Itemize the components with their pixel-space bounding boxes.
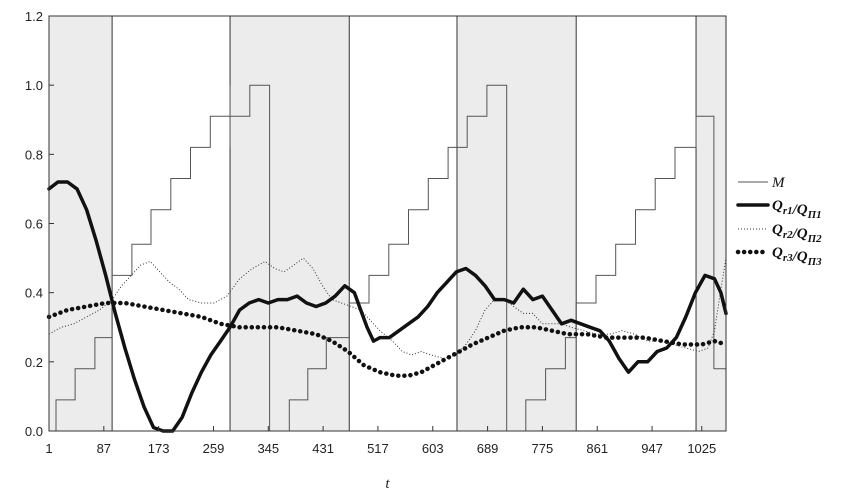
- legend-item-m: M: [738, 175, 786, 191]
- y-tick-label: 0.6: [25, 217, 43, 232]
- shaded-region-2: [230, 16, 350, 431]
- series-lines: [46, 84, 729, 433]
- y-tick-label: 1.2: [25, 9, 43, 24]
- y-tick-label: 0.8: [25, 147, 43, 162]
- x-tick-label: 173: [148, 441, 170, 456]
- x-tick-label: 1: [45, 441, 52, 456]
- shaded-region-1: [49, 16, 113, 431]
- x-tick-label: 431: [312, 441, 334, 456]
- x-tick-label: 861: [586, 441, 608, 456]
- legend-item-qr3: Qr3/QΠ3: [735, 245, 822, 268]
- legend-item-qr1: Qr1/QΠ1: [736, 198, 822, 221]
- x-tick-label: 1025: [687, 441, 716, 456]
- qr2-series: [48, 257, 727, 359]
- legend-label: Qr3/QΠ3: [772, 245, 822, 268]
- shaded-region-4: [696, 16, 726, 431]
- x-tick-label: 775: [532, 441, 554, 456]
- qr3-series: [46, 300, 729, 378]
- legend-label: Qr1/QΠ1: [772, 198, 822, 221]
- y-tick-label: 0.2: [25, 355, 43, 370]
- legend-label: Qr2/QΠ2: [772, 222, 822, 245]
- axis-ticks: 1 87 173 259 345 431 517 603 689 775 861 947 1025 0.0…: [25, 9, 716, 456]
- x-axis-label: t: [385, 476, 390, 492]
- y-tick-label: 0.4: [25, 286, 43, 301]
- shaded-region-3: [456, 16, 577, 431]
- y-tick-label: 1.0: [25, 78, 43, 93]
- x-tick-label: 517: [367, 441, 389, 456]
- x-tick-label: 87: [97, 441, 111, 456]
- legend-item-qr2: Qr2/QΠ2: [738, 222, 822, 245]
- x-tick-label: 345: [257, 441, 279, 456]
- vertical-lines: [111, 16, 697, 431]
- x-tick-label: 603: [422, 441, 444, 456]
- y-tick-label: 0.0: [25, 424, 43, 439]
- legend-label: M: [771, 175, 786, 191]
- x-tick-label: 947: [641, 441, 663, 456]
- m-step-series: [49, 84, 726, 432]
- x-tick-label: 259: [203, 441, 225, 456]
- x-tick-label: 689: [477, 441, 499, 456]
